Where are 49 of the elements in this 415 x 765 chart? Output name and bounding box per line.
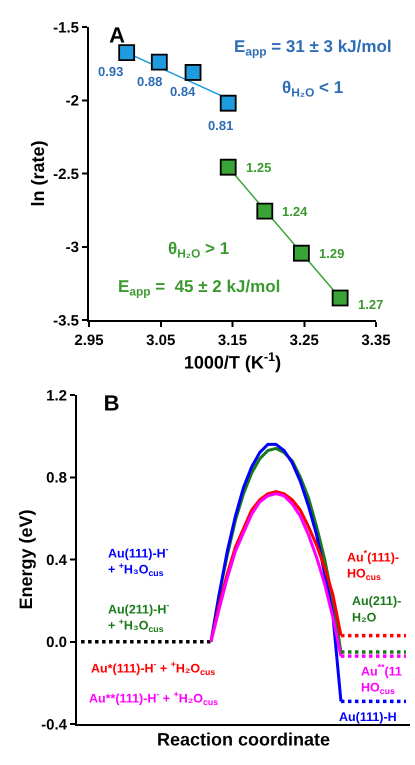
- point: [220, 94, 237, 112]
- annotation: Au$^{**}$(11 HO$_{cus}$: [361, 662, 402, 696]
- point: [292, 244, 310, 262]
- x-tick-label: 3.35: [361, 332, 391, 349]
- annotation: θ$_{H₂O}$ < 1: [282, 78, 344, 100]
- annotation: E$_{app}$ = 45 ± 2 kJ/mol: [118, 277, 280, 299]
- annotation: 0.81: [208, 118, 234, 133]
- y-axis-title: ln (rate): [28, 140, 48, 207]
- annotation: Au(211)- H₂O: [352, 594, 402, 624]
- y-tick-label: -2: [66, 92, 79, 110]
- point: [118, 44, 136, 62]
- annotation: 1.25: [246, 160, 272, 175]
- point: [220, 158, 237, 176]
- y-axis-title: Energy (eV): [16, 509, 36, 610]
- y-tick-label: 0.0: [46, 634, 67, 651]
- x-tick-label: 3.15: [218, 332, 248, 349]
- text: Au(111)-H$^{-}$ + $^{+}$H₃O$_{cus}$: [108, 544, 169, 578]
- y-tick-label: -1.5: [53, 19, 79, 36]
- annotation: Au*(111)-H$^{-}$ + $^{+}$H₂O$_{cus}$: [91, 659, 216, 677]
- annotation: E$_{app}$ = 31 ± 3 kJ/mol: [234, 37, 392, 59]
- annotation: 0.84: [170, 84, 196, 99]
- annotation: 1.29: [319, 246, 344, 261]
- annotation: 0.88: [137, 74, 162, 89]
- x-tick-label: 2.95: [74, 332, 104, 349]
- annotation: 1.24: [282, 204, 308, 219]
- x-tick-label: 3.05: [146, 332, 176, 349]
- y-tick-label: 0.8: [46, 470, 67, 486]
- y-tick-label: 1.2: [46, 387, 67, 404]
- annotation: 0.93: [98, 64, 124, 79]
- x-axis-title: 1000/T (K$^{-1}$): [184, 350, 282, 373]
- annotation: θ$_{H₂O}$ > 1: [168, 239, 230, 261]
- chart-title: B: [104, 390, 120, 416]
- x-tick-label: 3.25: [290, 332, 319, 349]
- y-tick-label: -3: [66, 239, 79, 256]
- y-tick-label: 0.4: [46, 552, 68, 569]
- point: [184, 64, 202, 81]
- y-tick-label: -2.5: [53, 166, 79, 183]
- y-tick-label: -3.5: [53, 312, 79, 330]
- annotation: 1.27: [358, 297, 384, 312]
- annotation: Au**(111)-H$^{-}$ + $^{+}$H₂O$_{cus}$: [89, 689, 218, 707]
- point: [332, 290, 349, 306]
- y-tick-label: -0.4: [41, 716, 68, 734]
- x-axis-title: Reaction coordinate: [156, 730, 330, 750]
- chart-title: A: [109, 22, 126, 48]
- point: [150, 54, 168, 71]
- point: [256, 202, 274, 220]
- annotation: Au$^{*}$(111)- HO$_{cus}$: [347, 548, 400, 582]
- text: Au(211)-H$^{-}$ + $^{+}$H₃O$_{cus}$: [108, 600, 170, 634]
- annotation: Au(111)-H: [339, 710, 397, 724]
